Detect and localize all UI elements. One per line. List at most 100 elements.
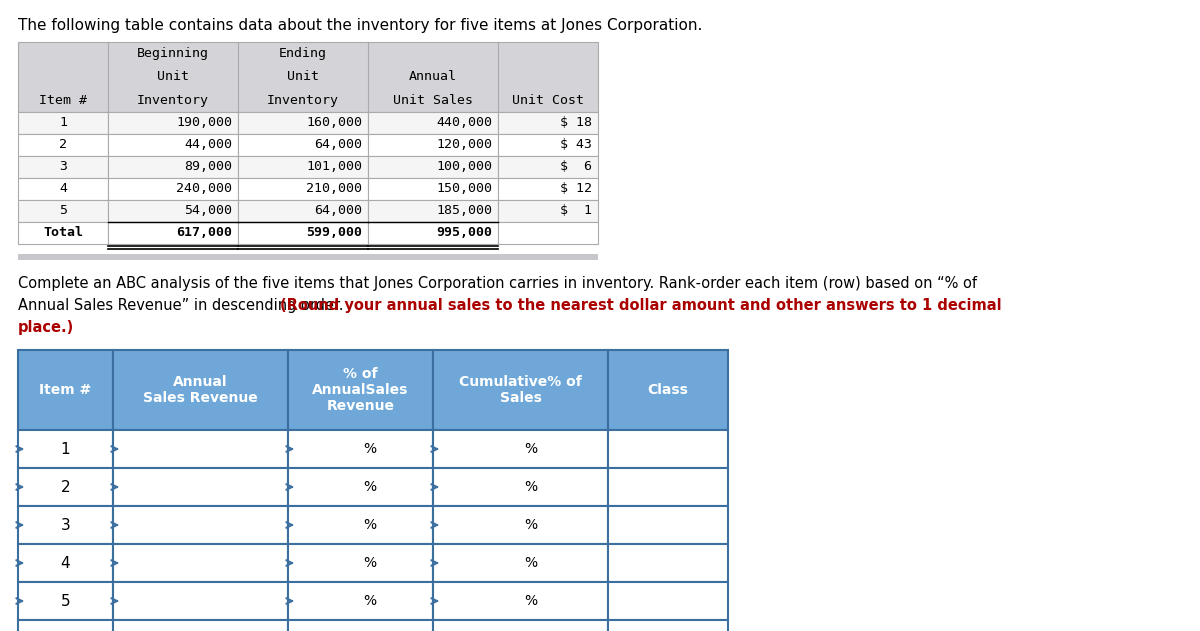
Bar — [608, 620, 728, 631]
Text: %: % — [364, 518, 377, 532]
Text: 210,000: 210,000 — [306, 182, 362, 196]
Text: %: % — [524, 442, 538, 456]
Bar — [238, 134, 368, 156]
Bar — [108, 178, 238, 200]
Bar — [113, 582, 288, 620]
Bar — [368, 200, 498, 222]
Text: Beginning: Beginning — [137, 47, 209, 60]
Text: Unit Cost: Unit Cost — [512, 94, 584, 107]
Bar — [498, 134, 598, 156]
Text: 617,000: 617,000 — [176, 227, 232, 240]
Bar — [288, 582, 433, 620]
Bar — [608, 506, 728, 544]
Text: 44,000: 44,000 — [184, 138, 232, 151]
Bar — [18, 222, 108, 244]
Text: %: % — [364, 442, 377, 456]
Bar — [113, 620, 288, 631]
Bar — [18, 350, 113, 430]
Text: 89,000: 89,000 — [184, 160, 232, 174]
Bar — [108, 200, 238, 222]
Text: 240,000: 240,000 — [176, 182, 232, 196]
Text: 5: 5 — [61, 594, 71, 608]
Bar — [288, 506, 433, 544]
Bar — [238, 178, 368, 200]
Text: Annual
Sales Revenue: Annual Sales Revenue — [143, 375, 258, 405]
Bar — [238, 156, 368, 178]
Text: 101,000: 101,000 — [306, 160, 362, 174]
Text: %: % — [364, 480, 377, 494]
Text: 4: 4 — [61, 555, 71, 570]
Text: $  1: $ 1 — [560, 204, 592, 218]
Bar — [368, 134, 498, 156]
Text: %: % — [524, 518, 538, 532]
Bar — [18, 468, 113, 506]
Text: %: % — [524, 480, 538, 494]
Bar — [238, 222, 368, 244]
Text: %: % — [364, 594, 377, 608]
Bar — [433, 350, 608, 430]
Bar — [608, 430, 728, 468]
Bar — [288, 468, 433, 506]
Bar — [18, 200, 108, 222]
Bar — [113, 544, 288, 582]
Text: 185,000: 185,000 — [436, 204, 492, 218]
Bar — [498, 112, 598, 134]
Bar — [433, 430, 608, 468]
Text: $ 18: $ 18 — [560, 117, 592, 129]
Bar — [238, 200, 368, 222]
Bar — [18, 134, 108, 156]
Text: $ 12: $ 12 — [560, 182, 592, 196]
Bar — [498, 222, 598, 244]
Text: Unit: Unit — [287, 71, 319, 83]
Bar — [288, 620, 433, 631]
Bar — [608, 468, 728, 506]
Bar — [18, 544, 113, 582]
Bar — [368, 156, 498, 178]
Bar — [108, 222, 238, 244]
Bar — [433, 544, 608, 582]
Text: $ 43: $ 43 — [560, 138, 592, 151]
Text: %: % — [524, 556, 538, 570]
Bar — [608, 544, 728, 582]
Bar — [18, 582, 113, 620]
Text: Unit: Unit — [157, 71, 190, 83]
Text: 1: 1 — [61, 442, 71, 456]
Bar — [368, 178, 498, 200]
Bar — [113, 350, 288, 430]
Text: Annual: Annual — [409, 71, 457, 83]
Text: Inventory: Inventory — [266, 94, 340, 107]
Text: Item #: Item # — [40, 383, 91, 397]
Text: 3: 3 — [59, 160, 67, 174]
Text: % of
AnnualSales
Revenue: % of AnnualSales Revenue — [312, 367, 409, 413]
Bar — [498, 178, 598, 200]
Text: 3: 3 — [61, 517, 71, 533]
Bar — [108, 156, 238, 178]
Text: Cumulative% of
Sales: Cumulative% of Sales — [460, 375, 582, 405]
Text: 120,000: 120,000 — [436, 138, 492, 151]
Text: %: % — [524, 594, 538, 608]
Bar — [288, 350, 433, 430]
Text: Complete an ABC analysis of the five items that Jones Corporation carries in inv: Complete an ABC analysis of the five ite… — [18, 276, 977, 291]
Bar — [18, 254, 598, 260]
Bar — [238, 112, 368, 134]
Bar — [433, 582, 608, 620]
Text: 5: 5 — [59, 204, 67, 218]
Text: Item #: Item # — [38, 94, 88, 107]
Bar — [608, 582, 728, 620]
Bar — [108, 134, 238, 156]
Bar — [498, 200, 598, 222]
Bar — [288, 430, 433, 468]
Bar — [18, 112, 108, 134]
Bar — [18, 156, 108, 178]
Text: 160,000: 160,000 — [306, 117, 362, 129]
Bar — [433, 506, 608, 544]
Bar — [368, 222, 498, 244]
Text: 440,000: 440,000 — [436, 117, 492, 129]
Text: 100,000: 100,000 — [436, 160, 492, 174]
Bar — [498, 156, 598, 178]
Bar — [113, 430, 288, 468]
Text: The following table contains data about the inventory for five items at Jones Co: The following table contains data about … — [18, 18, 702, 33]
Text: Ending: Ending — [278, 47, 326, 60]
Bar — [608, 350, 728, 430]
Text: 190,000: 190,000 — [176, 117, 232, 129]
